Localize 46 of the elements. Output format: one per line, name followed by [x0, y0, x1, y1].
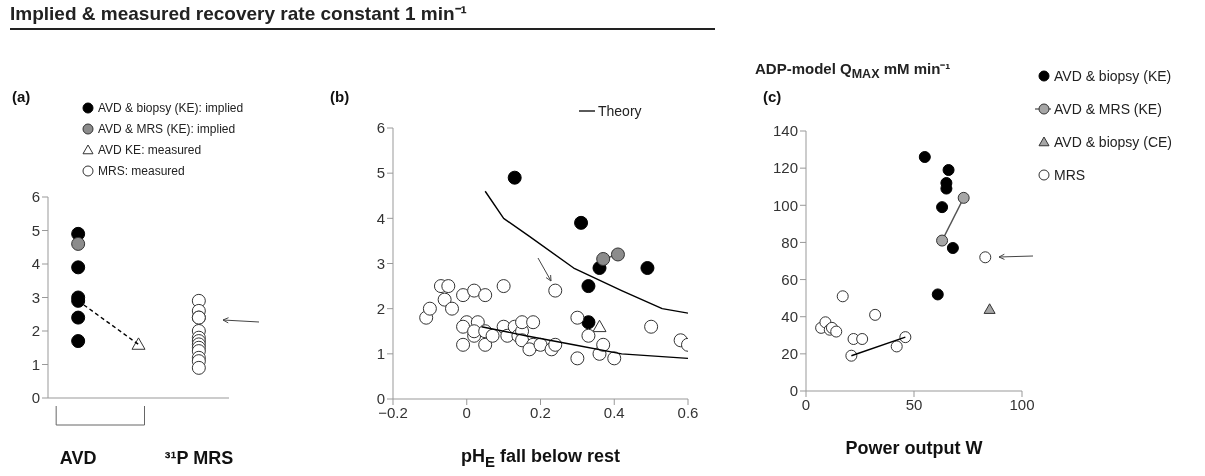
y-tick-label: 4 [31, 255, 40, 273]
legend-label: AVD & biopsy (CE) [1054, 133, 1172, 150]
legend-label: AVD & MRS (KE): implied [98, 121, 236, 136]
y-tick-label: 2 [31, 322, 40, 340]
legend-label: MRS: measured [98, 163, 185, 178]
chart-subtitle: (c) [763, 88, 782, 105]
y-tick-label: 5 [31, 221, 40, 239]
x-tick-label: ³¹P MRS [164, 448, 234, 468]
chart-subtitle: (b) [330, 88, 350, 105]
y-tick-label: 100 [772, 196, 798, 214]
x-tick-label: 0 [462, 403, 471, 421]
y-tick-label: 1 [376, 345, 385, 363]
x-tick-label: 0.2 [530, 403, 551, 421]
legend-label: Theory [598, 103, 642, 119]
legend-label: AVD & MRS (KE) [1054, 100, 1162, 117]
x-axis-title: pH$_{E}$ fall below rest [459, 446, 622, 470]
y-tick-label: 140 [772, 122, 798, 140]
x-tick-label: 100 [1009, 395, 1035, 413]
y-tick-label: 120 [772, 159, 798, 177]
legend-label: AVD & biopsy (KE) [1054, 67, 1172, 84]
y-tick-label: 5 [376, 164, 385, 182]
x-tick-label: AVD [59, 448, 97, 468]
y-tick-label: 20 [781, 345, 798, 363]
legend-label: AVD & biopsy (KE): implied [98, 100, 244, 115]
legend-label: MRS [1054, 166, 1086, 183]
x-tick-label: −0.2 [378, 403, 408, 421]
x-tick-label: 0 [801, 395, 811, 413]
x-tick-label: 50 [905, 395, 923, 413]
chart-title: Implied & measured recovery rate constant 1 min⁻¹ [10, 0, 715, 30]
chart-subtitle: (a) [12, 88, 31, 105]
y-tick-label: 6 [376, 119, 385, 137]
y-tick-label: 3 [31, 288, 40, 306]
legend-label: AVD KE: measured [98, 142, 202, 157]
y-tick-label: 1 [31, 355, 40, 373]
x-tick-label: 0.6 [677, 403, 699, 421]
y-tick-label: 4 [376, 209, 385, 227]
x-tick-label: 0.4 [603, 403, 625, 421]
y-tick-label: 60 [781, 270, 798, 288]
y-tick-label: 40 [781, 308, 798, 326]
y-tick-label: 2 [376, 299, 385, 317]
y-tick-label: 80 [781, 233, 798, 251]
x-axis-title: Power output W [844, 438, 984, 459]
y-tick-label: 3 [376, 254, 385, 272]
y-tick-label: 6 [31, 188, 40, 206]
y-tick-label: 0 [789, 382, 798, 400]
chart-title: ADP-model Q$_{MAX}$ mM min⁻¹ [755, 59, 952, 83]
